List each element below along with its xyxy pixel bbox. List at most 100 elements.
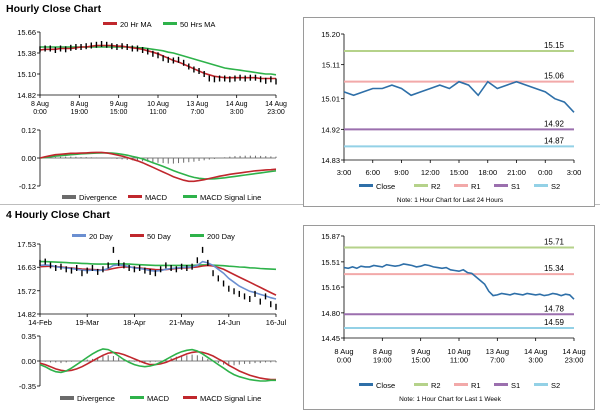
x-tick-label: 14 Aug 3:00 (524, 347, 547, 365)
hourly-price-panel: 15.66 15.38 15.10 14.82 8 Aug 0:00 8 Aug 19:00 9… (0, 15, 290, 125)
legend-label: MACD Signal Line (200, 394, 261, 403)
legend-swatch (163, 22, 177, 25)
x-tick-label: 8 Aug 0:00 (31, 101, 49, 116)
series-20day-line (39, 260, 277, 300)
x-tick-label: 19-Mar (75, 318, 99, 327)
legend-label: 20 Day (89, 232, 113, 241)
legend-label: MACD (145, 193, 168, 202)
legend-label: R2 (431, 381, 441, 390)
series-close-line (343, 263, 575, 300)
x-tick-label: 14 Aug 23:00 (562, 347, 585, 365)
legend-swatch (414, 383, 428, 386)
x-tick-label: 9 Aug 15:00 (411, 347, 430, 365)
x-tick-label: 13 Aug 7:00 (486, 347, 509, 365)
four-hourly-section-title: 4 Hourly Close Chart (6, 209, 110, 221)
legend-swatch (359, 383, 373, 386)
series-ma50-line (40, 46, 277, 76)
y-tick-label: 0.00 (21, 154, 36, 163)
y-tick-label: 15.72 (17, 287, 36, 296)
section-divider (0, 204, 600, 205)
y-tick-label: 14.82 (17, 91, 36, 100)
x-tick-label: 13 Aug 7:00 (186, 101, 208, 116)
x-tick-label: 9 Aug 15:00 (110, 101, 128, 116)
level-value-label: 14.92 (544, 119, 565, 128)
y-tick-label: -0.12 (19, 182, 36, 191)
x-tick-label: 14-Feb (28, 318, 52, 327)
legend-swatch (534, 184, 548, 187)
legend-swatch (190, 234, 204, 237)
x-tick-label: 8 Aug 19:00 (70, 101, 88, 116)
legend-label: 50 Day (147, 232, 171, 241)
chart-note: Note: 1 Hour Chart for Last 24 Hours (397, 197, 504, 204)
y-tick-label: 0.00 (21, 357, 36, 366)
legend-label: 200 Day (207, 232, 235, 241)
y-tick-label: 15.10 (17, 70, 36, 79)
legend-swatch (130, 234, 144, 237)
x-tick-label: 3:00 (567, 168, 582, 177)
x-tick-label: 8 Aug 19:00 (373, 347, 392, 365)
y-tick-label: 16.63 (17, 263, 36, 272)
series-macd-line (39, 348, 276, 382)
series-signal-line (39, 152, 277, 180)
four-hourly-macd-panel: 0.35 0.00 -0.35 Divergence MACD MACD Signal L… (0, 332, 290, 412)
legend-label: S1 (511, 182, 520, 191)
y-tick-label: 17.53 (17, 240, 36, 249)
y-tick-label: 15.11 (322, 61, 340, 70)
legend-label: 20 Hr MA (120, 20, 152, 29)
level-value-label: 15.15 (544, 41, 565, 50)
y-tick-label: 15.20 (321, 30, 340, 39)
legend-label: R2 (431, 182, 441, 191)
legend-swatch (494, 383, 508, 386)
legend-label: Close (376, 182, 395, 191)
legend-label: R1 (471, 182, 481, 191)
legend-swatch (414, 184, 428, 187)
legend-label: Divergence (77, 394, 115, 403)
y-tick-label: 14.45 (321, 334, 340, 343)
series-200day-line (40, 260, 277, 271)
legend-label: Close (376, 381, 395, 390)
y-tick-label: 15.38 (17, 49, 36, 58)
legend-swatch (183, 396, 197, 399)
four-hourly-levels-panel: 15.87 15.51 15.16 14.80 14.45 15.71 15.34 14.78… (303, 225, 595, 410)
legend-label: S2 (551, 381, 560, 390)
y-tick-label: 15.51 (321, 258, 340, 267)
y-tick-label: 0.35 (21, 332, 36, 341)
x-tick-label: 9:00 (394, 168, 409, 177)
x-tick-label: 14-Jun (217, 318, 240, 327)
legend-swatch (454, 184, 468, 187)
x-tick-label: 15:00 (450, 168, 469, 177)
legend-label: MACD (147, 394, 170, 403)
x-tick-label: 21-May (169, 318, 194, 327)
legend-swatch (494, 184, 508, 187)
legend-swatch (454, 383, 468, 386)
legend-label: R1 (471, 381, 481, 390)
y-tick-label: 14.92 (321, 125, 340, 134)
x-tick-label: 10 Aug 11:00 (147, 101, 169, 116)
x-tick-label: 12:00 (421, 168, 440, 177)
x-tick-label: 10 Aug 11:00 (447, 347, 470, 365)
y-tick-label: 14.83 (321, 156, 340, 165)
x-tick-label: 21:00 (507, 168, 526, 177)
hourly-macd-panel: 0.12 0.00 -0.12 Divergence MACD MACD Signal L… (0, 126, 290, 204)
y-tick-label: 15.01 (321, 95, 340, 104)
legend-swatch (62, 195, 76, 199)
chart-svg: 15.20 15.11 15.01 14.92 14.83 15.15 15.06 14.92… (321, 30, 582, 204)
legend-swatch (128, 195, 142, 198)
y-tick-label: 15.87 (321, 232, 340, 241)
level-value-label: 15.34 (544, 264, 565, 273)
legend-swatch (534, 383, 548, 386)
level-value-label: 14.87 (544, 136, 565, 145)
chart-svg: 0.35 0.00 -0.35 Divergence MACD MACD Signal L… (19, 332, 277, 403)
y-tick-label: 14.82 (17, 310, 36, 319)
legend-label: Divergence (79, 193, 117, 202)
legend-swatch (359, 184, 373, 187)
chart-svg: 15.66 15.38 15.10 14.828 Aug 0:00 8 Aug 19:00 9… (17, 20, 287, 116)
y-tick-label: 0.12 (21, 126, 36, 135)
four-hourly-price-panel: 17.53 16.63 15.72 14.82 14-Feb 19-Mar 18-Apr 21… (0, 228, 290, 328)
series-50day-line (39, 264, 277, 296)
y-tick-label: 15.66 (17, 28, 36, 37)
x-tick-label: 14 Aug 23:00 (265, 101, 287, 116)
series-close-line (343, 80, 575, 113)
y-tick-label: -0.35 (19, 382, 36, 391)
